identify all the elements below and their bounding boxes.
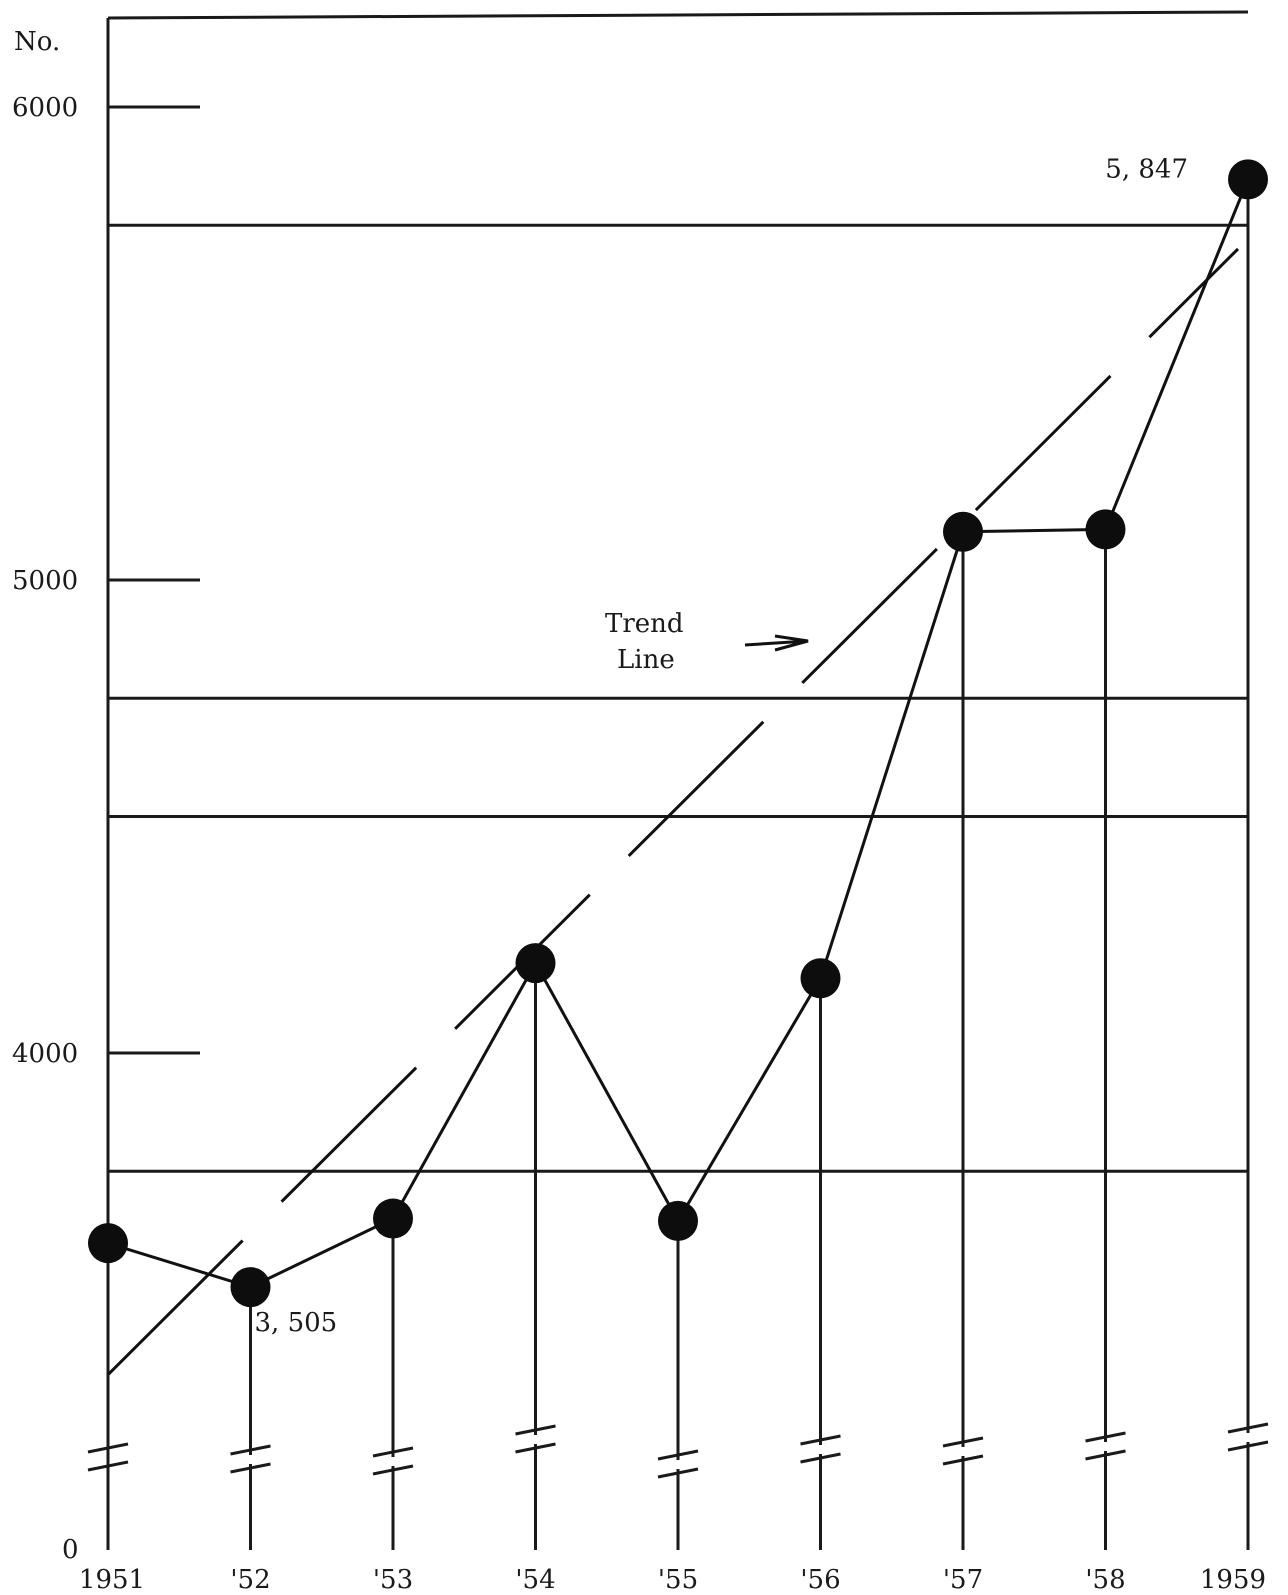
break-mark-upper-5: [800, 1434, 841, 1446]
trend-line-group: [106, 247, 1240, 1376]
break-mark-lower-4: [657, 1467, 699, 1479]
break-gap-8: [1244, 1433, 1252, 1442]
break-gap-6: [959, 1447, 967, 1456]
break-mark-lower-2: [372, 1464, 414, 1476]
break-mark-upper-3: [515, 1424, 556, 1436]
x-tick-label-0: 1951: [79, 1565, 145, 1595]
labels: No. 0 Trend Line 6000 5000 4000 1951 '52 '53 '…: [12, 27, 1266, 1595]
x-tick-label-2: '53: [373, 1565, 413, 1595]
break-gap-4: [674, 1460, 682, 1469]
trend-label-line2: Line: [617, 645, 675, 675]
trend-label-line1: Trend: [605, 609, 684, 639]
axes: [106, 10, 1249, 1550]
trend-arrow: [744, 634, 809, 652]
break-mark-lower-3: [515, 1442, 556, 1454]
data-point-4: [658, 1200, 698, 1241]
break-mark-lower-7: [1085, 1449, 1126, 1461]
x-tick-label-8: 1959: [1200, 1565, 1266, 1595]
data-point-7: [1085, 509, 1126, 550]
break-mark-upper-2: [372, 1446, 414, 1458]
break-mark-lower-8: [1227, 1440, 1269, 1452]
data-point-3: [515, 943, 556, 984]
x-tick-label-4: '55: [658, 1565, 698, 1595]
data-point-6: [943, 511, 983, 552]
gridlines: [108, 105, 1248, 1173]
data-point-5: [800, 958, 841, 999]
break-gap-5: [816, 1445, 825, 1454]
data-point-2: [373, 1198, 413, 1239]
break-gap-7: [1101, 1442, 1110, 1451]
stems: [87, 179, 1269, 1550]
trend-line: [106, 247, 1240, 1376]
break-gap-2: [389, 1457, 397, 1466]
series-group: [88, 159, 1268, 1308]
break-gap-1: [246, 1455, 255, 1464]
x-tick-label-1: '52: [230, 1565, 270, 1595]
break-mark-lower-6: [942, 1454, 984, 1466]
series-line: [107, 178, 1250, 1289]
data-point-0: [88, 1223, 128, 1264]
break-mark-upper-8: [1227, 1422, 1269, 1434]
y-tick-label-5000: 5000: [12, 566, 78, 596]
y-tick-label-4000: 4000: [12, 1039, 78, 1069]
break-gap-3: [531, 1435, 540, 1444]
y-axis-label: No.: [14, 27, 60, 57]
break-mark-upper-7: [1085, 1431, 1126, 1443]
break-mark-upper-4: [657, 1449, 699, 1461]
top-frame-line: [107, 10, 1249, 20]
data-point-8: [1228, 159, 1268, 200]
x-tick-label-7: '58: [1085, 1565, 1125, 1595]
break-mark-lower-5: [800, 1452, 841, 1464]
data-point-1: [230, 1267, 271, 1308]
break-mark-lower-1: [230, 1462, 271, 1474]
break-mark-upper-6: [942, 1436, 984, 1448]
x-tick-label-3: '54: [515, 1565, 555, 1595]
break-mark-upper-1: [230, 1444, 271, 1456]
data-label-8: 5, 847: [1105, 154, 1188, 184]
baseline-label: 0: [62, 1535, 79, 1565]
x-tick-label-6: '57: [943, 1565, 983, 1595]
y-tick-label-6000: 6000: [12, 93, 78, 123]
x-tick-label-5: '56: [800, 1565, 840, 1595]
data-label-1: 3, 505: [255, 1308, 338, 1338]
